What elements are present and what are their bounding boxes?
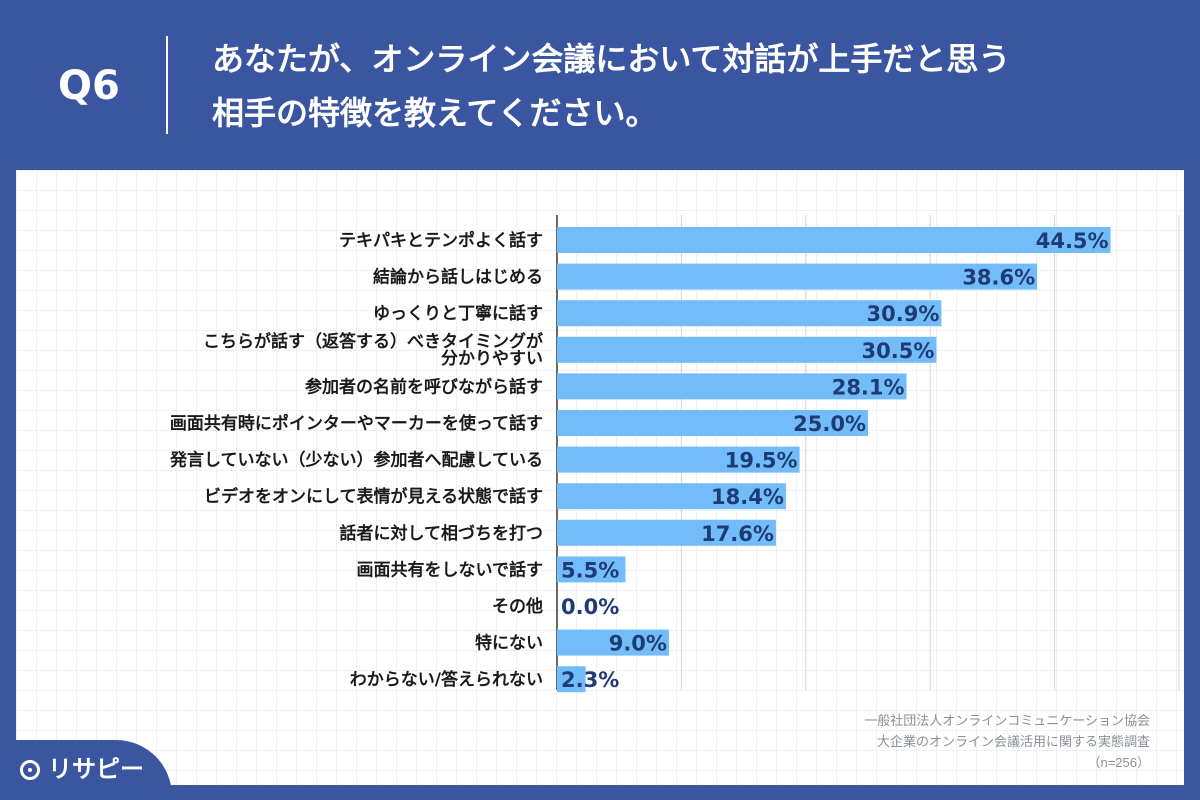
question-number: Q6 [58, 63, 120, 109]
bar [557, 263, 1038, 290]
bars [557, 227, 1111, 693]
value-label: 44.5% [1036, 229, 1109, 253]
bar [557, 519, 776, 546]
value-label: 30.5% [862, 339, 935, 363]
sample-size: （n=256） [1087, 755, 1150, 770]
header-divider [166, 36, 168, 134]
category-label: ゆっくりと丁寧に話す [373, 303, 543, 324]
value-label: 38.6% [962, 266, 1035, 290]
source-line2: 大企業のオンライン会議活用に関する実態調査 [876, 734, 1150, 749]
category-label: 画面共有時にポインターやマーカーを使って話す [170, 413, 543, 434]
category-label-line: こちらが話す（返答する）べきタイミングが [203, 331, 543, 352]
bar [557, 629, 669, 656]
bar [557, 300, 942, 327]
value-label: 5.5% [561, 558, 619, 582]
question-text-line1: あなたが、オンライン会議において対話が上手だと思う [212, 40, 1011, 78]
value-label: 9.0% [609, 632, 667, 656]
category-label: 画面共有をしないで話す [357, 559, 544, 580]
value-label: 25.0% [793, 412, 866, 436]
bar [557, 483, 786, 510]
category-label: 特にない [475, 633, 543, 654]
category-label: 参加者の名前を呼びながら話す [305, 376, 543, 397]
category-label: テキパキとテンポよく話す [339, 230, 543, 251]
value-label: 17.6% [701, 522, 774, 546]
value-label: 18.4% [711, 485, 784, 509]
value-label: 28.1% [832, 375, 905, 399]
source-line1: 一般社団法人オンラインコミュニケーション協会 [864, 713, 1150, 728]
bar [557, 556, 626, 583]
value-label: 30.9% [867, 302, 940, 326]
category-label: 結論から話しはじめる [373, 267, 543, 288]
category-label: その他 [492, 596, 543, 617]
category-label: わからない/答えられない [350, 669, 543, 690]
value-label: 2.3% [561, 668, 619, 692]
category-label: こちらが話す（返答する）べきタイミングが分かりやすい [203, 331, 543, 369]
bar [557, 666, 586, 693]
brand-name: リサピー [48, 755, 144, 783]
pin-icon [20, 760, 40, 780]
value-label: 19.5% [725, 449, 798, 473]
bar [557, 227, 1111, 253]
question-header: Q6 あなたが、オンライン会議において対話が上手だと思う 相手の特徴を教えてくだ… [0, 0, 1200, 170]
value-label: 0.0% [561, 595, 619, 619]
brand-tab: リサピー [0, 740, 172, 800]
bar [557, 410, 868, 436]
source-note: 一般社団法人オンラインコミュニケーション協会 大企業のオンライン会議活用に関する… [864, 710, 1150, 773]
chart-panel: テキパキとテンポよく話す結論から話しはじめる ゆっくりと丁寧に話すこちらが話す（返… [16, 170, 1184, 785]
bar-chart: テキパキとテンポよく話す結論から話しはじめるゆっくりと丁寧に話すこちらが話す（返… [169, 215, 1180, 693]
category-labels: テキパキとテンポよく話す結論から話しはじめるゆっくりと丁寧に話すこちらが話す（返… [169, 230, 543, 690]
category-label: 発言していない（少ない）参加者へ配慮している [169, 450, 543, 471]
category-label: 話者に対して相づちを打つ [340, 523, 544, 544]
value-labels: 44.5%38.6% 30.9% 30.5% 28.1% 25.0% 19.5% 18.4%… [561, 229, 1109, 692]
bar [557, 446, 800, 473]
bar [557, 373, 907, 400]
category-label: ビデオをオンにして表情が見える状態で話す [204, 486, 543, 507]
category-label-line: 分かりやすい [441, 349, 543, 369]
question-text-line2: 相手の特徴を教えてください。 [212, 94, 658, 132]
bar [557, 336, 937, 363]
